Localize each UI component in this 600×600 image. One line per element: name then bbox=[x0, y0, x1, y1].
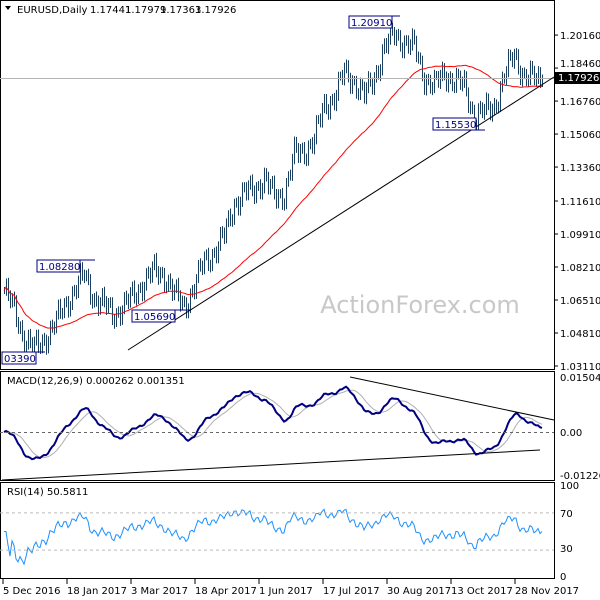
x-tick-label: 1 Jun 2017 bbox=[259, 586, 313, 597]
x-tick-label: 17 Jul 2017 bbox=[323, 586, 380, 597]
x-tick-label: 30 Aug 2017 bbox=[387, 586, 451, 597]
x-tick-label: 13 Oct 2017 bbox=[451, 586, 513, 597]
current-price-badge bbox=[555, 72, 600, 84]
y-tick-label: 1.15060 bbox=[560, 130, 600, 141]
y-tick-label: 1.18460 bbox=[560, 59, 600, 70]
rsi-tick-label: 30 bbox=[560, 544, 573, 555]
annotation-box bbox=[432, 117, 477, 131]
high-value: 1.17979 bbox=[125, 5, 166, 16]
price-annotation: 1.20910 bbox=[348, 15, 400, 29]
y-tick-label: 1.04810 bbox=[560, 329, 600, 340]
macd-tick-label: 0.00 bbox=[560, 428, 582, 439]
moving-average-line bbox=[3, 64, 543, 329]
current-price-label: 1.17926 bbox=[558, 73, 599, 84]
annotation-label: 03390 bbox=[4, 354, 36, 365]
watermark: ActionForex.com bbox=[320, 291, 520, 319]
x-tick-label: 18 Apr 2017 bbox=[195, 586, 257, 597]
annotation-box bbox=[348, 15, 393, 29]
price-panel bbox=[0, 0, 555, 370]
close-value: 1.17926 bbox=[195, 5, 236, 16]
y-tick-label: 1.20160 bbox=[560, 31, 600, 42]
annotation-label: 1.15530 bbox=[435, 120, 476, 131]
y-tick-label: 1.06510 bbox=[560, 296, 600, 307]
macd-title: MACD(12,26,9) 0.000262 0.001351 bbox=[7, 376, 185, 387]
macd-support-trendline bbox=[1, 449, 541, 481]
macd-resistance-trendline bbox=[349, 376, 555, 421]
x-tick-label: 5 Dec 2016 bbox=[3, 586, 61, 597]
rsi-title: RSI(14) 50.5811 bbox=[7, 487, 88, 498]
annotation-label: 1.20910 bbox=[351, 18, 392, 29]
y-tick-label: 1.08210 bbox=[560, 263, 600, 274]
y-tick-label: 1.03110 bbox=[560, 362, 600, 373]
x-tick-label: 28 Nov 2017 bbox=[515, 586, 579, 597]
annotation-box bbox=[131, 309, 176, 323]
macd-panel bbox=[0, 371, 555, 481]
collapse-triangle-icon[interactable] bbox=[5, 6, 11, 10]
macd-tick-label: -0.01226 bbox=[560, 471, 600, 482]
y-tick-label: 1.16760 bbox=[560, 97, 600, 108]
macd-tick-label: 0.01504 bbox=[560, 373, 600, 384]
chart-symbol: EURUSD,Daily bbox=[17, 5, 88, 16]
annotation-box bbox=[1, 351, 37, 365]
y-tick-label: 1.13360 bbox=[560, 163, 600, 174]
price-annotation: 1.05690 bbox=[131, 309, 190, 323]
price-annotation: 1.08280 bbox=[36, 259, 95, 273]
price-annotation: 03390 bbox=[1, 351, 45, 365]
annotation-box bbox=[36, 259, 81, 273]
y-tick-label: 1.09910 bbox=[560, 230, 600, 241]
rsi-panel bbox=[0, 482, 555, 579]
x-tick-label: 3 Mar 2017 bbox=[131, 586, 188, 597]
low-value: 1.17363 bbox=[160, 5, 201, 16]
rsi-tick-label: 0 bbox=[560, 572, 566, 583]
annotation-label: 1.05690 bbox=[134, 312, 175, 323]
support-trendline bbox=[127, 76, 555, 351]
rsi-line bbox=[4, 508, 543, 566]
open-value: 1.17441 bbox=[90, 5, 131, 16]
rsi-tick-label: 100 bbox=[560, 481, 579, 492]
price-annotation: 1.15530 bbox=[432, 117, 485, 131]
macd-line bbox=[3, 385, 543, 461]
annotation-label: 1.08280 bbox=[39, 262, 80, 273]
y-tick-label: 1.11610 bbox=[560, 197, 600, 208]
rsi-tick-label: 70 bbox=[560, 509, 573, 520]
x-tick-label: 18 Jan 2017 bbox=[67, 586, 127, 597]
